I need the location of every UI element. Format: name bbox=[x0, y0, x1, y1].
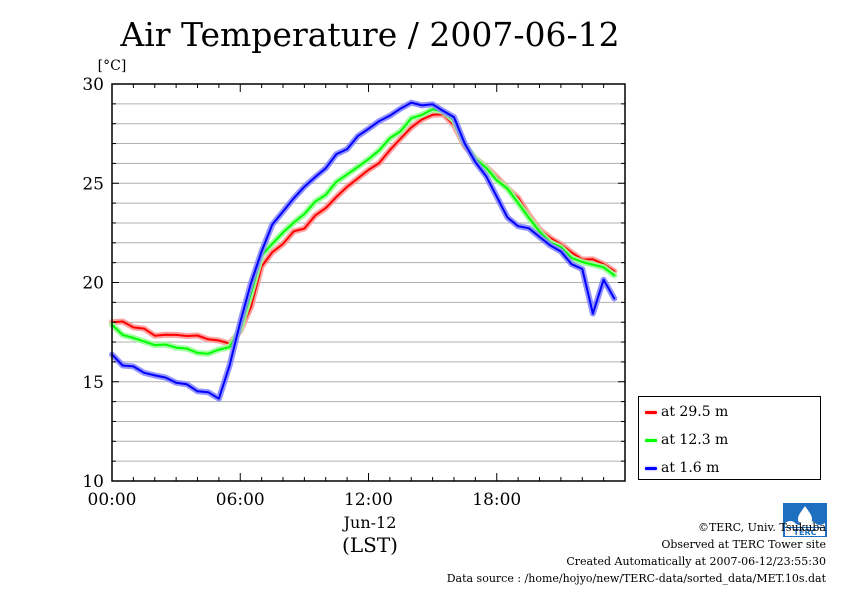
legend-swatch-blue bbox=[645, 466, 657, 470]
legend-label: at 12.3 m bbox=[661, 432, 729, 448]
x-tick-label: 06:00 bbox=[216, 490, 265, 510]
y-axis-label: [°C] bbox=[98, 58, 127, 74]
footer-created: Created Automatically at 2007-06-12/23:5… bbox=[566, 555, 826, 568]
legend: at 29.5 m at 12.3 m at 1.6 m bbox=[638, 396, 821, 480]
tick-labels: 10 15 20 25 30 00:00 06:00 12:00 18:00 bbox=[82, 75, 521, 510]
footer-site: Observed at TERC Tower site bbox=[661, 538, 826, 551]
y-tick-label: 20 bbox=[82, 274, 104, 294]
series-lines bbox=[109, 99, 618, 402]
axis-ticks bbox=[111, 83, 626, 482]
legend-swatch-green bbox=[645, 438, 657, 442]
legend-item-1-6m: at 1.6 m bbox=[645, 458, 719, 478]
y-tick-label: 15 bbox=[82, 373, 104, 393]
series-line bbox=[111, 101, 616, 400]
legend-item-12-3m: at 12.3 m bbox=[645, 430, 728, 450]
footer-copyright: ©TERC, Univ. Tsukuba bbox=[697, 521, 826, 534]
x-tick-label: 18:00 bbox=[472, 490, 521, 510]
y-tick-label: 25 bbox=[82, 174, 104, 194]
x-axis-label-lst: (LST) bbox=[342, 533, 398, 557]
y-tick-label: 30 bbox=[82, 75, 104, 95]
y-tick-label: 10 bbox=[82, 472, 104, 492]
legend-label: at 29.5 m bbox=[661, 404, 729, 420]
chart-title: Air Temperature / 2007-06-12 bbox=[119, 15, 619, 54]
legend-item-29-5m: at 29.5 m bbox=[645, 402, 728, 422]
logo-text: TERC bbox=[794, 528, 817, 537]
x-tick-label: 12:00 bbox=[344, 490, 393, 510]
x-tick-label: 00:00 bbox=[88, 490, 137, 510]
footer-source: Data source : /home/hojyo/new/TERC-data/… bbox=[446, 572, 826, 585]
series-glow bbox=[109, 99, 618, 402]
legend-swatch-red bbox=[645, 410, 657, 414]
series-line bbox=[111, 108, 616, 355]
terc-logo-icon: TERC bbox=[783, 503, 827, 537]
grid-lines bbox=[112, 103, 625, 462]
x-axis-label-date: Jun-12 bbox=[342, 513, 397, 532]
legend-label: at 1.6 m bbox=[661, 460, 720, 476]
